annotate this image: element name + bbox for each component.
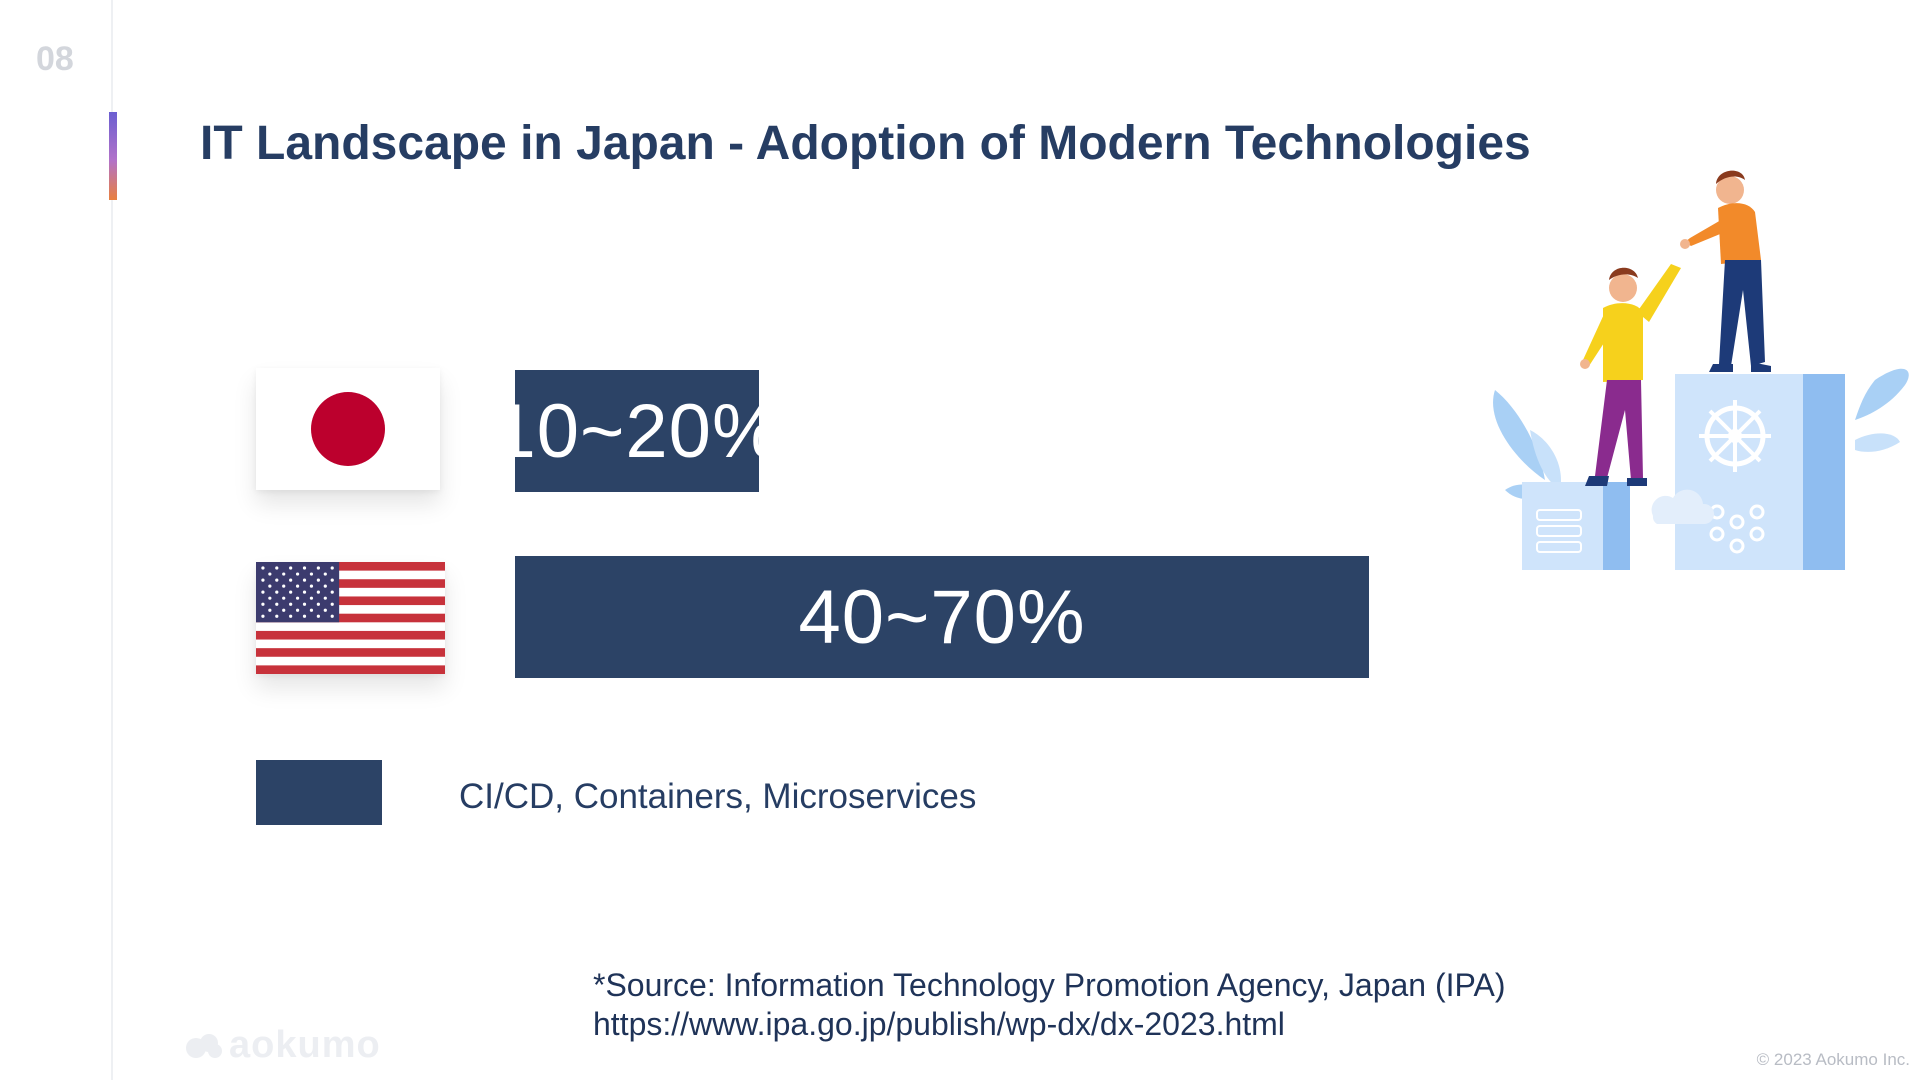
source-citation: *Source: Information Technology Promotio…: [593, 966, 1506, 1044]
left-divider: [111, 0, 113, 1080]
us-flag-icon: [256, 562, 445, 674]
japan-flag-icon: [256, 368, 440, 490]
aokumo-logo: aokumo: [185, 1024, 381, 1067]
copyright: © 2023 Aokumo Inc.: [1756, 1050, 1910, 1069]
bar-united-states: 40~70%: [515, 556, 1369, 678]
title-accent-bar: [109, 112, 117, 200]
page-number: 08: [36, 40, 74, 78]
source-url: https://www.ipa.go.jp/publish/wp-dx/dx-2…: [593, 1006, 1285, 1042]
aokumo-logo-icon: [186, 1033, 222, 1058]
bar-japan: 10~20%: [493, 370, 780, 492]
legend-swatch: [256, 760, 382, 825]
legend-label: CI/CD, Containers, Microservices: [459, 777, 977, 816]
source-text: *Source: Information Technology Promotio…: [593, 967, 1506, 1003]
people-helping-illustration: [1475, 160, 1915, 580]
logo-text: aokumo: [229, 1024, 381, 1066]
slide-title: IT Landscape in Japan - Adoption of Mode…: [200, 117, 1531, 170]
